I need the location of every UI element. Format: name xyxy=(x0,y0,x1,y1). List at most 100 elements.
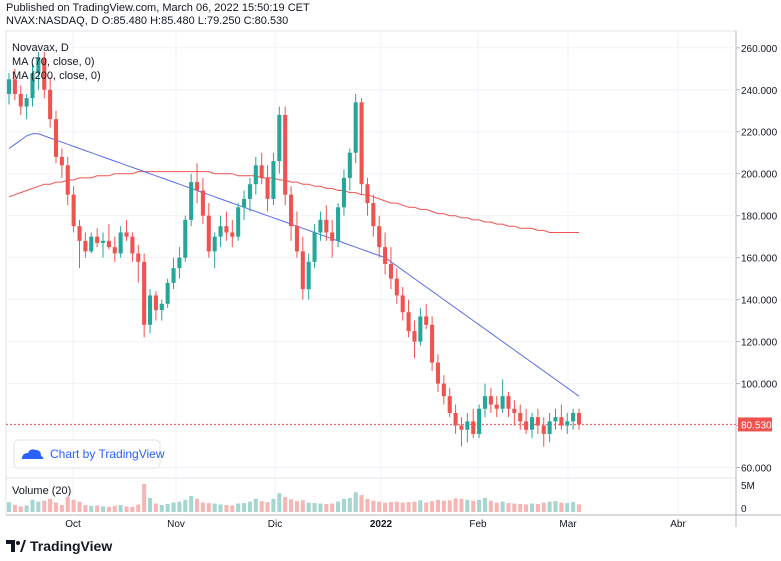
volume-bar xyxy=(312,503,317,512)
volume-bar xyxy=(324,504,329,512)
y-tick-label: 160.000 xyxy=(741,254,778,265)
volume-bar xyxy=(535,504,540,512)
candle-body xyxy=(312,232,317,262)
candle-body xyxy=(259,165,264,178)
volume-tick-label: 5M xyxy=(741,481,755,492)
candle-body xyxy=(512,408,517,413)
candle-body xyxy=(277,114,282,162)
volume-bar xyxy=(383,502,388,512)
candle-body xyxy=(195,182,200,191)
candle-body xyxy=(477,408,482,434)
volume-bar xyxy=(277,493,282,512)
candle-body xyxy=(30,72,35,99)
candle-body xyxy=(559,417,564,426)
volume-bar xyxy=(112,505,117,512)
candle-body xyxy=(159,303,164,311)
volume-bar xyxy=(118,504,123,512)
volume-bar xyxy=(559,502,564,512)
candle-body xyxy=(189,182,194,220)
candle-body xyxy=(347,152,352,178)
candle-body xyxy=(253,165,258,185)
volume-bar xyxy=(365,498,370,512)
volume-bar xyxy=(224,504,229,512)
published-header: Published on TradingView.com, March 06, … xyxy=(6,2,310,14)
candle-body xyxy=(236,207,241,237)
volume-bar xyxy=(95,505,100,512)
candle-body xyxy=(482,396,488,409)
volume-bar xyxy=(83,504,88,512)
candle-body xyxy=(89,236,94,252)
candle-body xyxy=(171,268,176,283)
candle-body xyxy=(453,412,458,426)
volume-bar xyxy=(100,506,106,512)
candle-body xyxy=(106,240,111,248)
watermark-label: Chart by TradingView xyxy=(50,447,165,461)
volume-bar xyxy=(459,498,464,512)
volume-bar xyxy=(430,501,435,512)
volume-bar xyxy=(347,497,352,512)
chart-by-tradingview-badge[interactable]: Chart by TradingView xyxy=(13,439,165,469)
volume-bar xyxy=(441,500,446,512)
x-tick-label: Oct xyxy=(65,519,81,530)
volume-bar xyxy=(400,502,405,512)
candle-body xyxy=(441,383,446,397)
candle-body xyxy=(424,316,429,325)
candle-body xyxy=(83,240,88,252)
volume-bar xyxy=(359,495,364,512)
candle-body xyxy=(494,404,499,409)
candle-body xyxy=(471,421,476,434)
candle-body xyxy=(289,194,294,227)
candle-body xyxy=(353,102,358,153)
x-tick-label: Abr xyxy=(670,519,686,530)
candle-body xyxy=(576,412,582,425)
candle-body xyxy=(529,417,535,430)
candle-body xyxy=(142,261,147,325)
volume-bar xyxy=(341,498,346,512)
y-tick-label: 220.000 xyxy=(741,128,778,139)
candle-body xyxy=(265,177,270,199)
y-tick-label: 120.000 xyxy=(741,338,778,349)
candle-body xyxy=(218,226,223,237)
candle-body xyxy=(136,253,141,262)
volume-bar xyxy=(242,503,247,512)
volume-bar xyxy=(371,500,376,512)
volume-bar xyxy=(189,496,194,512)
volume-bar xyxy=(500,501,505,512)
volume-bar xyxy=(353,492,358,512)
volume-bar xyxy=(259,501,264,512)
volume-bar xyxy=(518,504,523,512)
tradingview-logo[interactable]: TradingView xyxy=(6,538,112,554)
candle-body xyxy=(230,232,235,237)
volume-bar xyxy=(236,503,241,512)
y-tick-label: 60.000 xyxy=(741,464,772,475)
volume-bar xyxy=(453,498,458,512)
volume-bar xyxy=(24,505,29,512)
volume-bar xyxy=(465,499,470,512)
last-price-label: 80.530 xyxy=(741,420,772,431)
candle-body xyxy=(48,89,53,120)
volume-bar xyxy=(136,504,141,512)
x-tick-label: Feb xyxy=(469,519,487,530)
volume-bar xyxy=(300,500,305,512)
volume-bar xyxy=(494,502,499,512)
y-tick-label: 100.000 xyxy=(741,380,778,391)
candle-body xyxy=(400,295,405,313)
cloud-icon xyxy=(22,449,44,459)
candle-body xyxy=(418,316,423,342)
volume-bar xyxy=(318,503,323,512)
volume-bar xyxy=(447,500,452,512)
volume-bar xyxy=(159,504,164,512)
legend-symbol: Novavax, D xyxy=(12,42,69,54)
candle-body xyxy=(465,421,470,430)
y-tick-label: 200.000 xyxy=(741,170,778,181)
volume-bar xyxy=(71,499,76,512)
candle-body xyxy=(388,263,393,279)
candle-body xyxy=(177,257,182,269)
ma200-line xyxy=(8,171,579,233)
candle-body xyxy=(206,215,211,252)
ohlc-header: NVAX:NASDAQ, D O:85.480 H:85.480 L:79.25… xyxy=(6,15,289,27)
candle-body xyxy=(294,226,299,252)
volume-legend: Volume (20) xyxy=(12,485,71,497)
volume-bar xyxy=(200,502,205,512)
